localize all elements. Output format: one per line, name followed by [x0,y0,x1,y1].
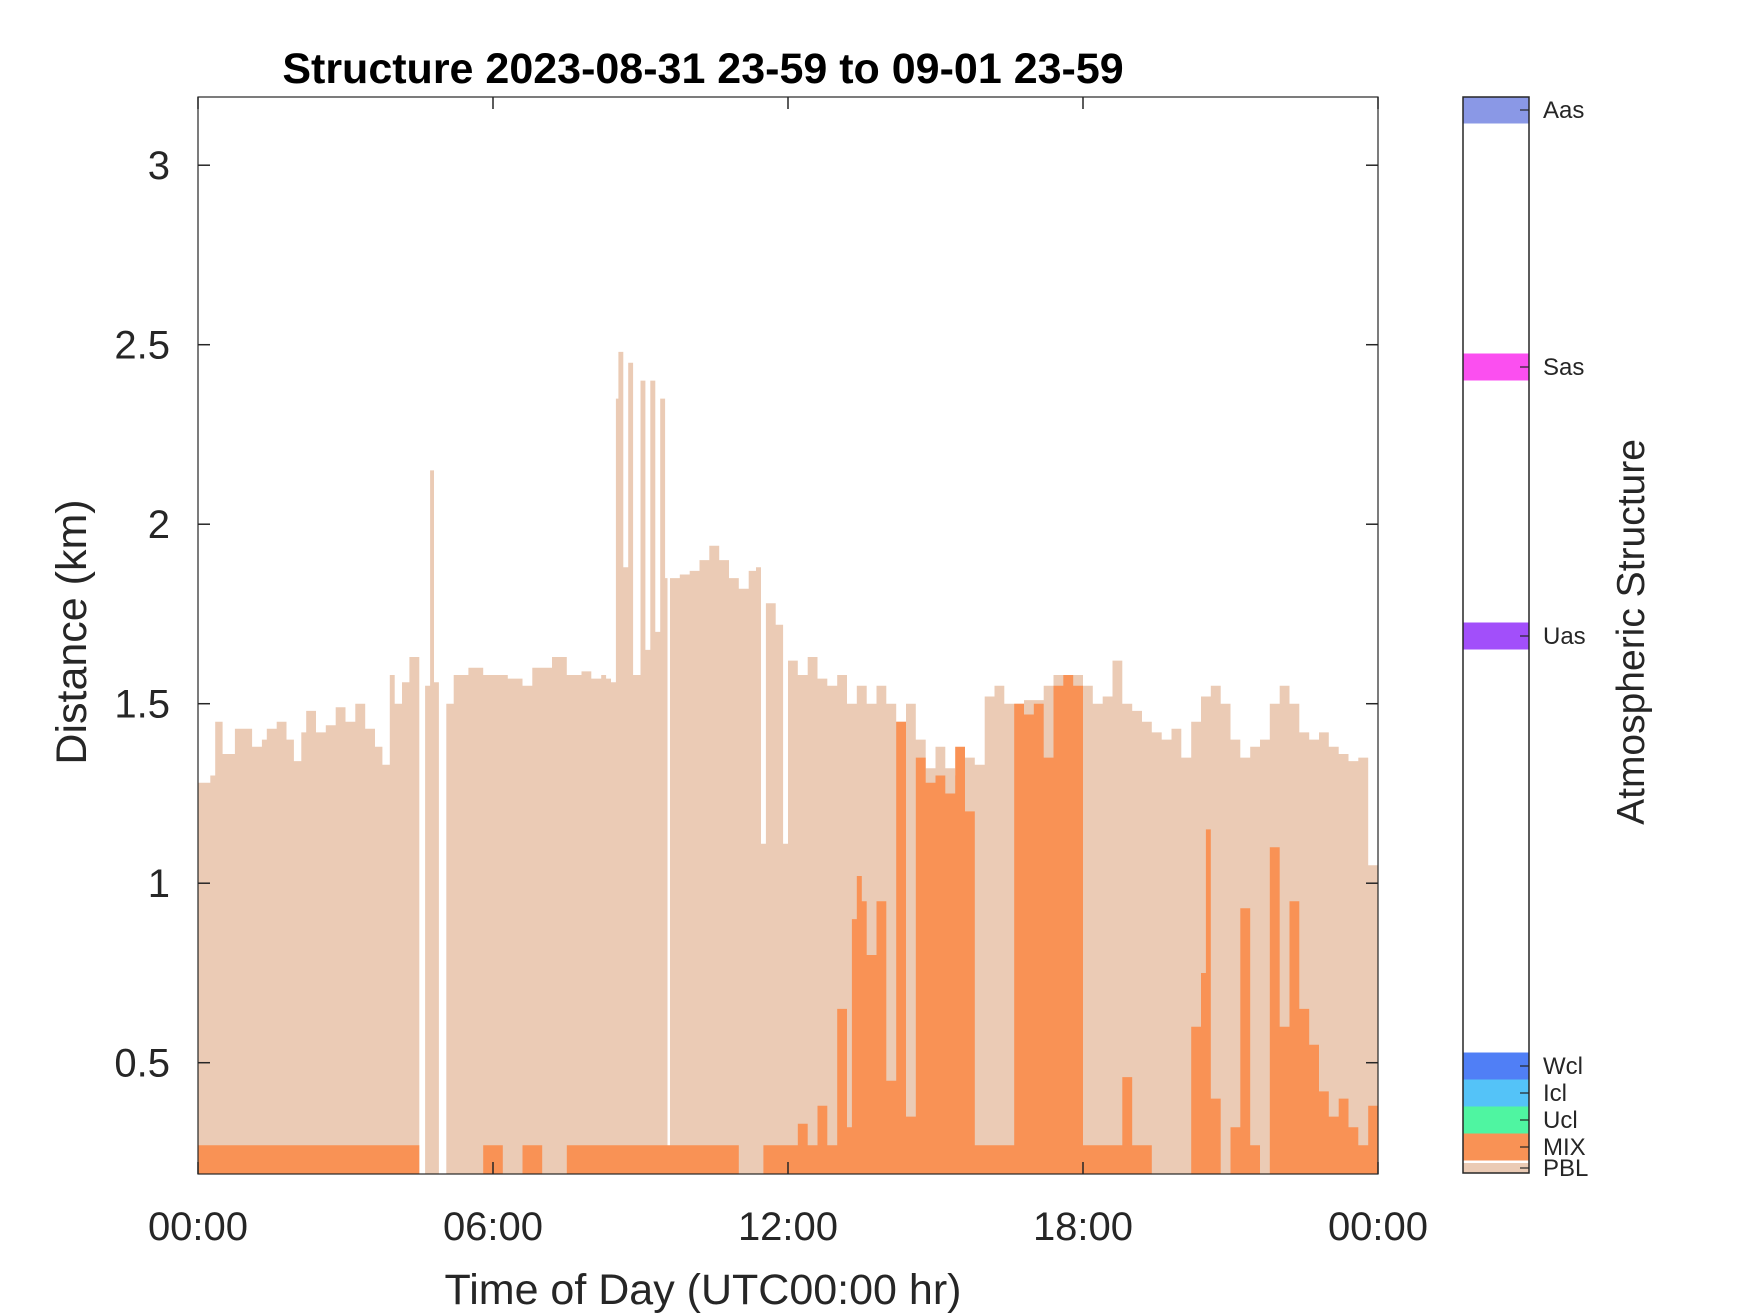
colorbar-label: Atmospheric Structure [1610,439,1653,825]
y-tick-label: 3 [148,144,170,188]
colorbar-swatch-pbl [1463,1163,1529,1173]
colorbar-tick-label-icl: Icl [1543,1080,1567,1107]
colorbar-swatch-mix [1463,1133,1529,1161]
y-tick-label: 2 [148,503,170,547]
colorbar-tick-label-mix: MIX [1543,1134,1586,1161]
colorbar-frame [1462,96,1530,1174]
y-tick-label: 0.5 [114,1042,170,1086]
x-axis-label: Time of Day (UTC00:00 hr) [445,1266,962,1313]
colorbar-tick-label-pbl: PBL [1543,1155,1588,1182]
colorbar-tick-label-ucl: Ucl [1543,1107,1578,1134]
x-tick-label: 00:00 [148,1205,248,1249]
series-mix-area [198,675,1378,1174]
x-tick-label: 00:00 [1328,1205,1428,1249]
y-axis-label: Distance (km) [48,499,96,764]
colorbar-tick-label-aas: Aas [1543,97,1584,124]
colorbar-swatch-icl [1463,1079,1529,1107]
colorbar-swatch-wcl [1463,1052,1529,1080]
colorbar-swatch-uas [1463,622,1529,650]
y-tick-label: 1 [148,862,170,906]
chart-title: Structure 2023-08-31 23-59 to 09-01 23-5… [282,45,1123,93]
x-axis-ticks: 00:00 06:00 12:00 18:00 00:00 [148,97,1428,1249]
y-axis-ticks: 0.5 1 1.5 2 2.5 3 [114,144,1378,1086]
colorbar-swatch-sas [1463,353,1529,381]
x-tick-label: 18:00 [1033,1205,1133,1249]
colorbar-tick-label-uas: Uas [1543,623,1586,650]
x-tick-label: 12:00 [738,1205,838,1249]
plot-area: 00:00 06:00 12:00 18:00 00:00 0.5 1 1.5 2 2.5 3 [114,96,1428,1249]
x-tick-label: 06:00 [443,1205,543,1249]
y-tick-label: 1.5 [114,683,170,727]
colorbar-tick-label-wcl: Wcl [1543,1053,1583,1080]
colorbar-tick-label-sas: Sas [1543,354,1584,381]
y-tick-label: 2.5 [114,324,170,368]
colorbar-swatch-ucl [1463,1106,1529,1134]
colorbar-swatch-aas [1463,97,1529,124]
series-layer [198,351,1378,1174]
